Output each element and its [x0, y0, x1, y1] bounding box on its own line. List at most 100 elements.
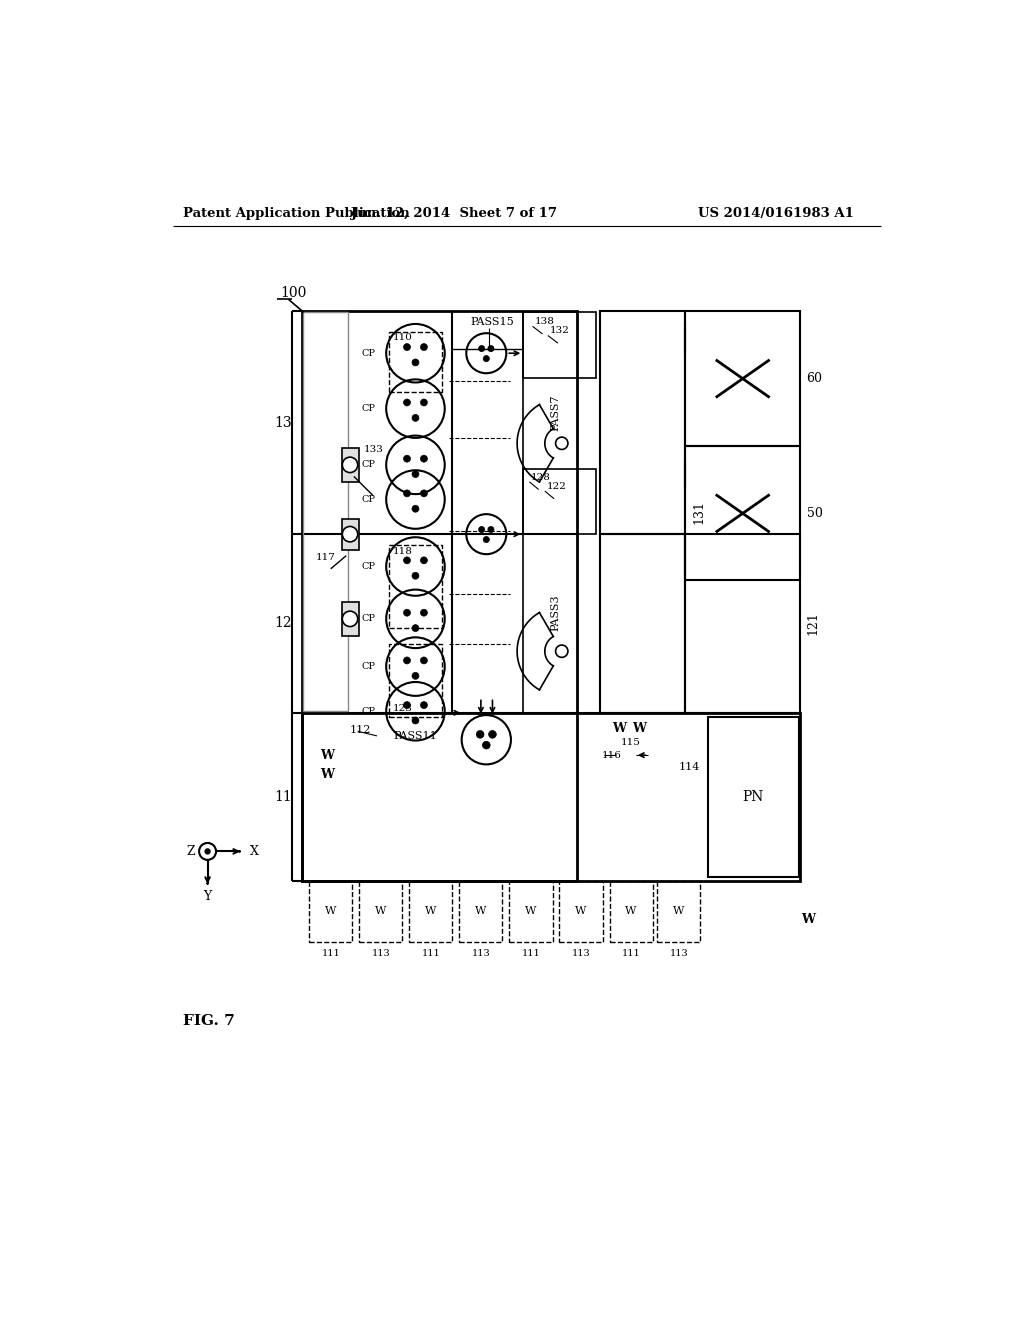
- Text: 111: 111: [622, 949, 640, 958]
- Bar: [389, 644, 441, 718]
- Text: CP: CP: [361, 495, 376, 504]
- Circle shape: [412, 624, 419, 631]
- Bar: [657, 880, 700, 942]
- Circle shape: [412, 359, 419, 366]
- Text: W: W: [575, 907, 587, 916]
- Bar: [708, 717, 799, 876]
- Circle shape: [412, 471, 419, 478]
- Circle shape: [478, 346, 484, 351]
- Text: CP: CP: [361, 562, 376, 572]
- Text: W: W: [375, 907, 386, 916]
- Circle shape: [421, 455, 427, 462]
- Circle shape: [482, 742, 490, 748]
- Text: 138: 138: [535, 317, 555, 326]
- Text: 128: 128: [531, 473, 551, 482]
- Text: 113: 113: [670, 949, 688, 958]
- Text: 13: 13: [274, 416, 292, 429]
- Text: 116: 116: [602, 751, 622, 759]
- Circle shape: [412, 414, 419, 421]
- Bar: [303, 313, 348, 711]
- Circle shape: [403, 343, 411, 351]
- Circle shape: [403, 610, 411, 616]
- Text: Jun. 12, 2014  Sheet 7 of 17: Jun. 12, 2014 Sheet 7 of 17: [351, 207, 557, 220]
- Circle shape: [421, 657, 427, 664]
- Circle shape: [421, 610, 427, 616]
- Circle shape: [205, 849, 210, 854]
- Bar: [685, 535, 801, 713]
- Circle shape: [403, 702, 411, 709]
- Text: X: X: [250, 845, 259, 858]
- Text: PASS11: PASS11: [393, 731, 437, 741]
- Circle shape: [403, 490, 411, 496]
- Text: 114: 114: [679, 762, 700, 772]
- Text: PASS7: PASS7: [550, 395, 560, 430]
- Text: 115: 115: [622, 738, 641, 747]
- Circle shape: [342, 611, 357, 627]
- Text: W: W: [425, 907, 436, 916]
- Circle shape: [478, 527, 484, 533]
- Text: CP: CP: [361, 461, 376, 470]
- Text: 112: 112: [350, 725, 372, 735]
- Circle shape: [487, 346, 494, 351]
- Text: W: W: [626, 907, 637, 916]
- Text: W: W: [319, 768, 334, 781]
- Circle shape: [342, 527, 357, 543]
- Text: FIG. 7: FIG. 7: [183, 1014, 234, 1028]
- Text: 60: 60: [807, 372, 822, 385]
- Bar: [359, 880, 402, 942]
- Text: 113: 113: [372, 949, 390, 958]
- Circle shape: [556, 437, 568, 450]
- Text: PASS3: PASS3: [550, 594, 560, 631]
- Bar: [301, 312, 578, 880]
- Text: 113: 113: [571, 949, 591, 958]
- Circle shape: [483, 536, 489, 543]
- Text: 100: 100: [281, 286, 307, 300]
- Bar: [685, 446, 801, 581]
- Bar: [523, 469, 596, 535]
- Bar: [685, 312, 801, 446]
- Text: US 2014/0161983 A1: US 2014/0161983 A1: [698, 207, 854, 220]
- Circle shape: [412, 573, 419, 579]
- Text: 111: 111: [422, 949, 440, 958]
- Bar: [600, 535, 685, 713]
- Circle shape: [412, 717, 419, 723]
- Circle shape: [403, 557, 411, 564]
- Text: W: W: [525, 907, 537, 916]
- Bar: [509, 880, 553, 942]
- Circle shape: [483, 355, 489, 362]
- Circle shape: [488, 730, 497, 738]
- Circle shape: [421, 557, 427, 564]
- Text: 113: 113: [471, 949, 490, 958]
- Circle shape: [412, 506, 419, 512]
- Text: W: W: [319, 748, 334, 762]
- Circle shape: [403, 657, 411, 664]
- Text: CP: CP: [361, 706, 376, 715]
- Text: 50: 50: [807, 507, 822, 520]
- Text: 111: 111: [521, 949, 541, 958]
- Text: 12: 12: [274, 616, 292, 631]
- Text: 123: 123: [393, 704, 413, 713]
- Circle shape: [342, 457, 357, 473]
- Circle shape: [487, 527, 494, 533]
- Text: W: W: [475, 907, 486, 916]
- Bar: [342, 519, 359, 549]
- Text: 132: 132: [550, 326, 570, 335]
- Text: 122: 122: [547, 482, 566, 491]
- Circle shape: [421, 702, 427, 709]
- Bar: [309, 880, 352, 942]
- Bar: [523, 313, 596, 378]
- Text: CP: CP: [361, 614, 376, 623]
- Bar: [460, 880, 503, 942]
- Text: 117: 117: [316, 553, 336, 562]
- Bar: [389, 331, 441, 392]
- Bar: [342, 602, 359, 636]
- Text: PN: PN: [742, 789, 764, 804]
- Text: 131: 131: [692, 500, 706, 524]
- Text: Patent Application Publication: Patent Application Publication: [183, 207, 410, 220]
- Circle shape: [421, 490, 427, 496]
- Circle shape: [421, 343, 427, 351]
- Bar: [301, 713, 801, 880]
- Circle shape: [403, 455, 411, 462]
- Text: W: W: [612, 722, 627, 735]
- Text: W: W: [632, 722, 646, 735]
